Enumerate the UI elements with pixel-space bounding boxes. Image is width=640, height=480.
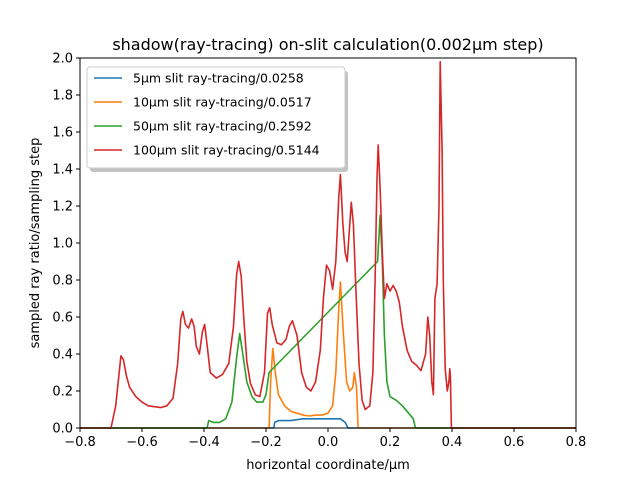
legend-label-2: 10μm slit ray-tracing/0.0517 (133, 95, 312, 110)
legend-label-1: 5μm slit ray-tracing/0.0258 (133, 71, 304, 86)
legend-label-4: 100μm slit ray-tracing/0.5144 (133, 143, 320, 158)
x-tick-label: 0.2 (380, 435, 401, 450)
y-tick-label: 1.8 (52, 89, 73, 104)
legend-items: 5μm slit ray-tracing/0.0258 10μm slit ray… (94, 71, 320, 158)
x-axis: −0.8 −0.6 −0.4 −0.2 0.0 0.2 0.4 0.6 0.8 (64, 428, 586, 450)
y-tick-label: 1.0 (52, 237, 73, 252)
y-tick-label: 1.4 (52, 163, 73, 178)
y-tick-label: 0.8 (52, 274, 73, 289)
x-tick-label: 0.6 (504, 435, 525, 450)
series-line-4 (80, 60, 576, 429)
y-tick-label: 0.2 (52, 385, 73, 400)
plot-lines (80, 60, 576, 429)
series-line-2 (80, 281, 576, 429)
legend-label-3: 50μm slit ray-tracing/0.2592 (133, 119, 312, 134)
y-tick-label: 2.0 (52, 52, 73, 67)
series-line-1 (80, 418, 576, 429)
y-tick-label: 1.2 (52, 200, 73, 215)
series-line-3 (80, 214, 576, 429)
x-tick-label: 0.4 (442, 435, 463, 450)
y-tick-label: 0.4 (52, 348, 73, 363)
legend: 5μm slit ray-tracing/0.0258 10μm slit ray… (86, 66, 348, 172)
y-axis-label: sampled ray ratio/sampling step (28, 138, 43, 349)
x-tick-label: 0.0 (318, 435, 339, 450)
x-tick-label: 0.8 (566, 435, 587, 450)
x-tick-label: −0.2 (250, 435, 282, 450)
y-tick-label: 1.6 (52, 126, 73, 141)
x-tick-label: −0.6 (126, 435, 158, 450)
chart-title: shadow(ray-tracing) on-slit calculation(… (112, 35, 543, 54)
y-axis: 0.0 0.2 0.4 0.6 0.8 1.0 1.2 1.4 1.6 1.8 2.0 (52, 52, 80, 437)
y-tick-label: 0.6 (52, 311, 73, 326)
y-tick-label: 0.0 (52, 422, 73, 437)
legend-box (86, 66, 346, 169)
x-axis-label: horizontal coordinate/μm (246, 458, 410, 473)
x-tick-label: −0.4 (188, 435, 220, 450)
x-tick-label: −0.8 (64, 435, 96, 450)
